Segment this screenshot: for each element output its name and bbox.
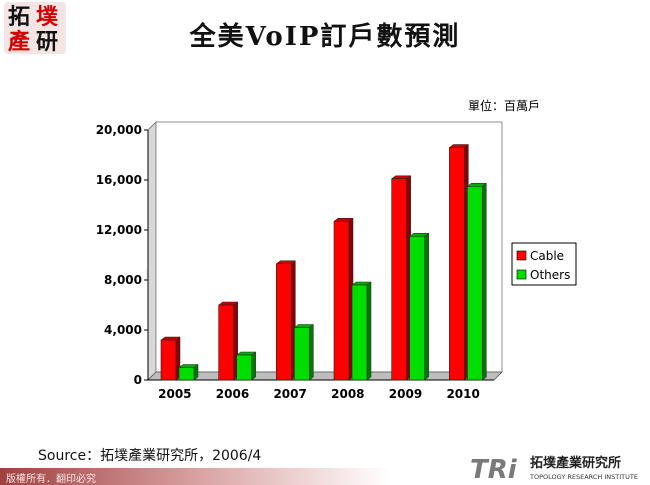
- bar-others-2008: [351, 284, 368, 381]
- legend-swatch-cable: [516, 250, 527, 261]
- logo-char-4: 研: [36, 29, 58, 54]
- footer-bar: [0, 468, 650, 485]
- bar-cable-2005: [160, 339, 177, 381]
- brand-name-cn: 拓墣產業研究所: [530, 455, 621, 471]
- x-tick-label: 2009: [389, 387, 422, 401]
- bar-others-2006: [236, 354, 252, 381]
- page-title: 全美VoIP訂戶數預測: [189, 22, 461, 52]
- bar-side-others: [251, 351, 256, 381]
- y-tick-label: 4,000: [104, 323, 142, 337]
- logo-char-3: 產: [8, 29, 30, 54]
- x-tick-label: 2008: [331, 387, 364, 401]
- logo-char-2: 墣: [36, 4, 58, 30]
- brand-mark: TRi: [470, 455, 518, 484]
- unit-label: 單位：百萬戶: [468, 99, 541, 113]
- bar-cable-2006: [218, 304, 234, 381]
- bar-others-2007: [294, 327, 310, 381]
- y-tick-label: 8,000: [104, 273, 142, 287]
- brand-name-en: TOPOLOGY RESEARCH INSTITUTE: [529, 473, 638, 481]
- y-tick-label: 20,000: [96, 123, 142, 137]
- logo-char-1: 拓: [8, 4, 30, 30]
- plot-back-wall: [155, 121, 503, 373]
- x-tick-label: 2010: [446, 387, 479, 401]
- bar-others-2009: [409, 235, 425, 381]
- bar-cable-2008: [333, 220, 350, 381]
- bar-cable-2010: [449, 147, 465, 381]
- plot-side-wall: [147, 121, 157, 381]
- y-tick-label: 12,000: [96, 223, 142, 237]
- tri-logo: 拓 墣 產 研: [4, 2, 66, 54]
- bar-cable-2007: [276, 263, 292, 381]
- plot-floor: [147, 371, 503, 381]
- bar-side-others: [309, 324, 314, 381]
- bar-cable-2009: [391, 178, 407, 381]
- x-tick-label: 2005: [158, 387, 191, 401]
- legend-label-cable: Cable: [530, 249, 564, 263]
- bar-side-others: [482, 182, 487, 381]
- y-tick-label: 0: [134, 373, 142, 387]
- bar-others-2010: [467, 185, 483, 381]
- bar-side-others: [424, 232, 429, 381]
- x-tick-label: 2007: [273, 387, 306, 401]
- x-tick-label: 2006: [216, 387, 249, 401]
- legend-swatch-others: [516, 269, 527, 280]
- copyright-text: 版權所有．翻印必究: [6, 474, 96, 485]
- y-tick-label: 16,000: [96, 173, 142, 187]
- bar-side-others: [366, 281, 372, 381]
- bar-others-2005: [178, 367, 195, 381]
- tri-brand: TRi 拓墣產業研究所 TOPOLOGY RESEARCH INSTITUTE: [470, 455, 638, 484]
- legend-label-others: Others: [530, 268, 570, 282]
- source-note: Source：拓墣產業研究所，2006/4: [38, 448, 262, 464]
